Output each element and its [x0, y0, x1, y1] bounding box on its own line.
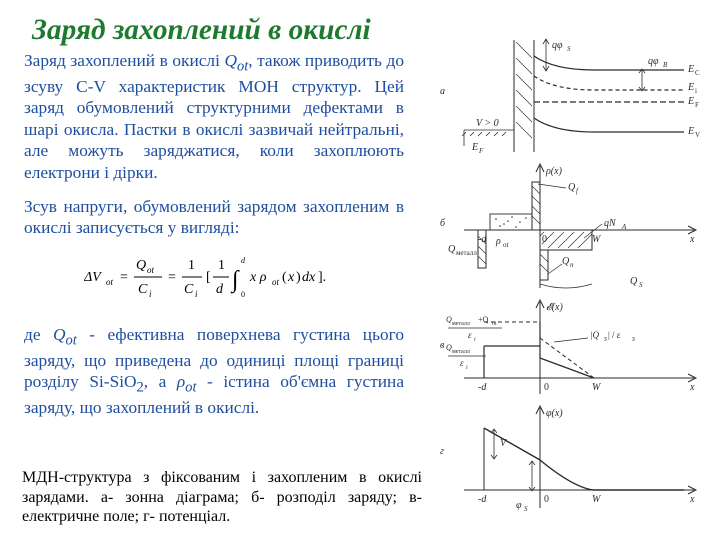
svg-text:i: i	[466, 365, 468, 371]
svg-text:C: C	[184, 282, 194, 297]
svg-text:V: V	[695, 131, 700, 139]
svg-text:ρ(x): ρ(x)	[545, 166, 563, 177]
svg-text:C: C	[695, 69, 700, 77]
svg-text:d: d	[241, 256, 246, 265]
svg-text:n: n	[570, 261, 574, 269]
svg-text:(: (	[282, 270, 287, 285]
svg-text:S: S	[632, 337, 635, 343]
equation: ΔV ot = Q ot C i = 1 C i [ 1 d	[84, 251, 344, 308]
svg-text:металл: металл	[452, 321, 470, 327]
svg-text:1: 1	[218, 258, 225, 273]
paragraph-2: Зсув напруги, обумовлений зарядом захопл…	[24, 196, 404, 239]
svg-text:ot: ot	[272, 277, 280, 287]
svg-text:ε: ε	[460, 358, 464, 368]
svg-text:x ρ: x ρ	[249, 270, 267, 285]
svg-text:i: i	[695, 87, 697, 95]
svg-text:𝓔(x): 𝓔(x)	[546, 302, 563, 313]
figure-caption: МДН-структура з фіксованим і захопленим …	[22, 468, 422, 526]
svg-text:-d: -d	[478, 382, 487, 393]
formula-svg: ΔV ot = Q ot C i = 1 C i [ 1 d	[84, 251, 344, 303]
svg-text:x: x	[287, 270, 295, 285]
svg-text:F: F	[695, 101, 699, 109]
svg-text:-d: -d	[478, 494, 487, 505]
svg-text:Q: Q	[448, 244, 456, 255]
svg-text:Q: Q	[562, 256, 570, 267]
panel-c: в 𝓔(x) -d 0 W x	[440, 300, 696, 394]
svg-text:V > 0: V > 0	[476, 118, 499, 129]
svg-text:W: W	[592, 234, 602, 245]
svg-text:ot: ot	[492, 321, 497, 327]
panel-a: а V > 0 E	[440, 39, 700, 155]
svg-text:металл: металл	[456, 249, 477, 257]
svg-text:Q: Q	[568, 182, 576, 193]
svg-text:S: S	[524, 505, 528, 513]
svg-text:E: E	[687, 126, 694, 137]
svg-text:f: f	[576, 187, 579, 195]
svg-text:Q: Q	[630, 276, 638, 287]
svg-text:0: 0	[241, 290, 245, 299]
paragraph-1: Заряд захоплений в окислі Qot, також при…	[24, 50, 404, 184]
svg-text:i: i	[474, 337, 476, 343]
svg-text:x: x	[689, 494, 695, 505]
svg-text:=: =	[120, 270, 128, 285]
svg-text:].: ].	[318, 270, 326, 285]
svg-text:d: d	[216, 282, 224, 297]
svg-text:Q: Q	[136, 258, 146, 273]
svg-text:ΔV: ΔV	[84, 270, 102, 285]
svg-text:б: б	[440, 218, 446, 229]
svg-text:A: A	[621, 223, 627, 231]
svg-text:0: 0	[544, 382, 549, 393]
diagram-svg: а V > 0 E	[434, 36, 704, 516]
svg-text:φ(x): φ(x)	[546, 408, 563, 419]
paragraph-3: де Qot - ефективна поверхнева густина ць…	[24, 324, 404, 418]
panel-b: б ρ(x) -d 0 W x	[440, 164, 696, 289]
svg-text:ot: ot	[503, 241, 509, 249]
svg-text:в: в	[440, 340, 445, 351]
svg-text:+Q: +Q	[478, 315, 489, 324]
svg-text:E: E	[687, 96, 694, 107]
svg-text:металл: металл	[452, 349, 470, 355]
panel-d: г φ(x) -d 0 W x	[440, 406, 696, 513]
svg-text:dx: dx	[302, 270, 316, 285]
svg-text:S: S	[639, 281, 643, 289]
svg-text:0: 0	[544, 494, 549, 505]
svg-text:[: [	[206, 270, 211, 285]
svg-text:φ: φ	[516, 500, 522, 511]
svg-text:г: г	[440, 446, 444, 457]
svg-text:W: W	[592, 494, 602, 505]
svg-text:а: а	[440, 86, 445, 97]
svg-text:E: E	[471, 142, 478, 153]
svg-text:E: E	[687, 82, 694, 93]
svg-text:): )	[296, 270, 301, 285]
svg-text:S: S	[604, 337, 607, 343]
text-column: Заряд захоплений в окислі Qot, також при…	[24, 50, 404, 430]
svg-text:W: W	[592, 382, 602, 393]
slide: Заряд захоплений в окислі Заряд захоплен…	[0, 0, 720, 540]
svg-text:ε: ε	[468, 330, 472, 340]
svg-text:1: 1	[188, 258, 195, 273]
svg-text:ρ: ρ	[495, 236, 501, 247]
svg-text:| / ε: | / ε	[608, 330, 621, 340]
svg-text:|Q: |Q	[590, 330, 599, 340]
svg-text:S: S	[567, 45, 571, 53]
svg-text:qφ: qφ	[552, 40, 563, 51]
svg-text:F: F	[478, 147, 484, 155]
svg-text:x: x	[689, 382, 695, 393]
svg-text:C: C	[138, 282, 148, 297]
svg-text:B: B	[663, 61, 668, 69]
svg-text:∫: ∫	[230, 267, 240, 294]
svg-text:ot: ot	[147, 265, 155, 275]
svg-text:E: E	[687, 64, 694, 75]
svg-text:V: V	[500, 438, 508, 449]
svg-text:qφ: qφ	[648, 56, 659, 67]
svg-text:i: i	[149, 289, 152, 299]
svg-text:ot: ot	[106, 277, 114, 287]
svg-text:=: =	[168, 270, 176, 285]
diagram-stack: а V > 0 E	[434, 36, 704, 516]
svg-text:i: i	[195, 289, 198, 299]
svg-text:qN: qN	[604, 218, 617, 229]
svg-text:x: x	[689, 234, 695, 245]
